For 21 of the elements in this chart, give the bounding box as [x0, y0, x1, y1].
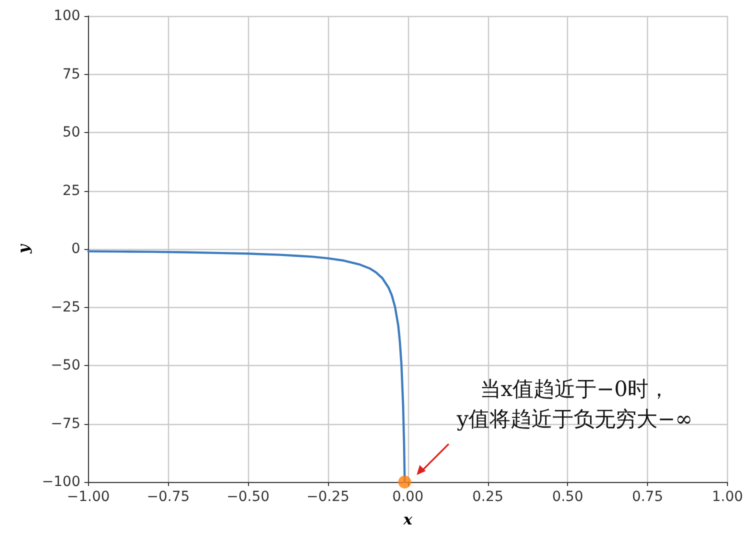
x-tick-label: −1.00: [66, 489, 110, 505]
x-axis-title: x: [402, 510, 414, 528]
y-tick-label: 50: [62, 124, 80, 140]
y-tick-label: 100: [54, 8, 80, 24]
x-tick-label: 0.25: [472, 489, 504, 505]
y-tick-label: 25: [62, 182, 80, 199]
x-tick-label: 0.50: [552, 489, 584, 505]
x-tick-label: −0.75: [146, 489, 190, 505]
x-tick-label: 0.75: [632, 489, 664, 505]
y-tick-label: 75: [62, 66, 80, 82]
y-axis-title: y: [14, 243, 32, 254]
x-tick-label: −0.50: [226, 489, 270, 505]
y-tick-label: −75: [50, 416, 80, 432]
annotation: 当x值趋近于−0时， y值将趋近于负无穷大−∞: [456, 377, 693, 431]
y-tick-label: −50: [50, 358, 80, 374]
x-tick-label: 0.00: [392, 489, 424, 505]
y-tick-label: −100: [42, 474, 80, 490]
y-tick-label: −25: [50, 299, 80, 316]
x-tick-label: 1.00: [712, 489, 743, 505]
y-tick-label: 0: [71, 241, 80, 257]
x-tick-label: −0.25: [306, 489, 350, 505]
